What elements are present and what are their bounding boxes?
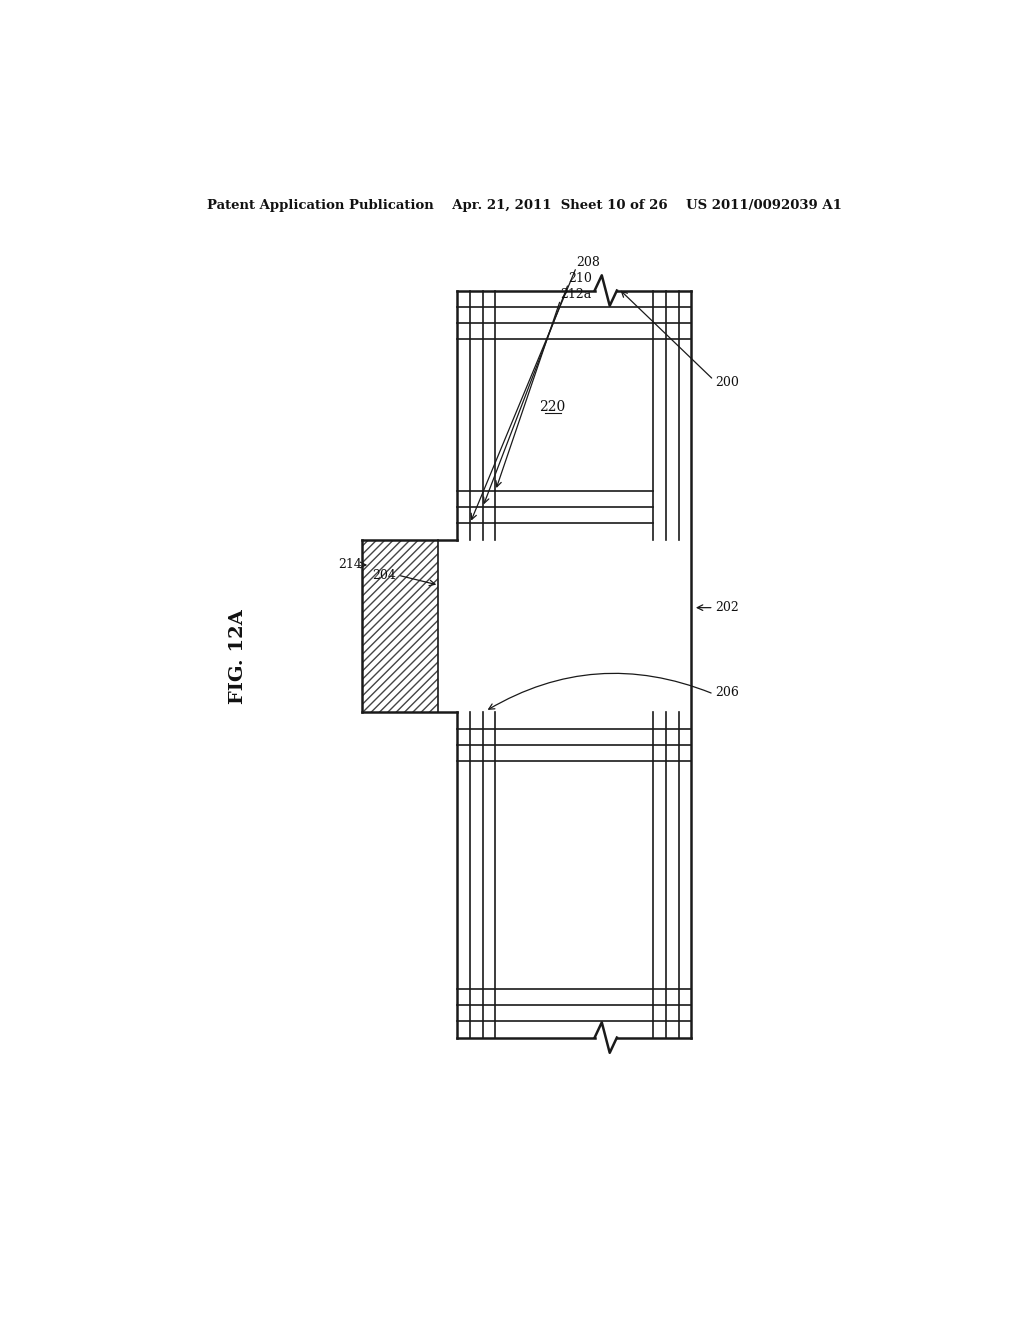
- Text: 204: 204: [373, 569, 396, 582]
- Text: FIG. 12A: FIG. 12A: [228, 609, 247, 704]
- Text: 202: 202: [715, 601, 739, 614]
- Text: 214: 214: [338, 558, 362, 572]
- Text: 206: 206: [715, 685, 739, 698]
- Text: 210: 210: [568, 272, 592, 285]
- Text: 200: 200: [715, 375, 739, 388]
- Bar: [362, 540, 438, 713]
- Text: 208: 208: [577, 256, 600, 268]
- Text: 220: 220: [540, 400, 565, 414]
- Text: Patent Application Publication    Apr. 21, 2011  Sheet 10 of 26    US 2011/00920: Patent Application Publication Apr. 21, …: [208, 198, 842, 211]
- Text: 212a: 212a: [560, 288, 592, 301]
